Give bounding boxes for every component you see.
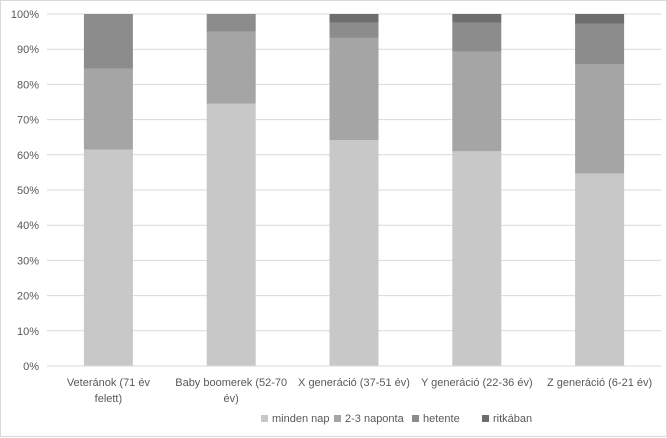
- bar-segment-4: [452, 14, 502, 23]
- bar-segment-1: [452, 151, 502, 366]
- y-tick-label: 0%: [23, 361, 39, 373]
- y-tick-label: 90%: [17, 44, 39, 56]
- bar-segment-2: [206, 31, 256, 104]
- category-label: Y generáció (22-36 év): [421, 377, 533, 389]
- y-tick-label: 20%: [17, 291, 39, 303]
- y-axis-tick-labels: 0% 10% 20% 30% 40% 50% 60% 70% 80% 90% 100%: [11, 9, 39, 373]
- legend-label: hetente: [423, 413, 460, 425]
- legend-item: minden nap: [261, 413, 330, 425]
- legend-item: hetente: [412, 413, 460, 425]
- bar-segment-3: [452, 22, 502, 52]
- legend-swatch: [412, 415, 419, 422]
- y-tick-label: 40%: [17, 220, 39, 232]
- y-tick-label: 80%: [17, 79, 39, 91]
- y-tick-label: 100%: [11, 9, 39, 21]
- bar-segment-4: [575, 14, 625, 24]
- bar-segment-1: [206, 103, 256, 366]
- legend-label: 2-3 naponta: [345, 413, 405, 425]
- legend: minden nap 2-3 naponta hetente ritkában: [261, 413, 532, 425]
- legend-swatch: [334, 415, 341, 422]
- category-label: Veteránok (71 év felett): [67, 377, 151, 405]
- category-label: Baby boomerek (52-70 év): [175, 377, 287, 405]
- legend-swatch: [482, 415, 489, 422]
- legend-swatch: [261, 415, 268, 422]
- y-tick-label: 70%: [17, 115, 39, 127]
- bar-segment-4: [329, 14, 379, 23]
- bar-segment-3: [83, 14, 133, 69]
- bar-segment-3: [575, 23, 625, 65]
- legend-label: minden nap: [272, 413, 330, 425]
- x-axis-category-labels: Veteránok (71 év felett) Baby boomerek (52…: [67, 377, 652, 405]
- bar-segment-1: [575, 173, 625, 366]
- bar-segment-2: [329, 37, 379, 141]
- category-label: X generáció (37-51 év): [298, 377, 410, 389]
- bar-segment-2: [575, 64, 625, 174]
- y-tick-label: 50%: [17, 185, 39, 197]
- category-label: Z generáció (6-21 év): [547, 377, 652, 389]
- legend-item: ritkában: [482, 413, 532, 425]
- y-tick-label: 30%: [17, 255, 39, 267]
- y-tick-label: 60%: [17, 150, 39, 162]
- legend-item: 2-3 naponta: [334, 413, 405, 425]
- bars: [83, 14, 625, 366]
- bar-segment-1: [329, 140, 379, 366]
- y-tick-label: 10%: [17, 326, 39, 338]
- bar-segment-2: [83, 68, 133, 150]
- bar-segment-3: [329, 22, 379, 38]
- legend-label: ritkában: [493, 413, 532, 425]
- bar-segment-3: [206, 14, 256, 32]
- bar-segment-1: [83, 149, 133, 366]
- bar-segment-2: [452, 51, 502, 152]
